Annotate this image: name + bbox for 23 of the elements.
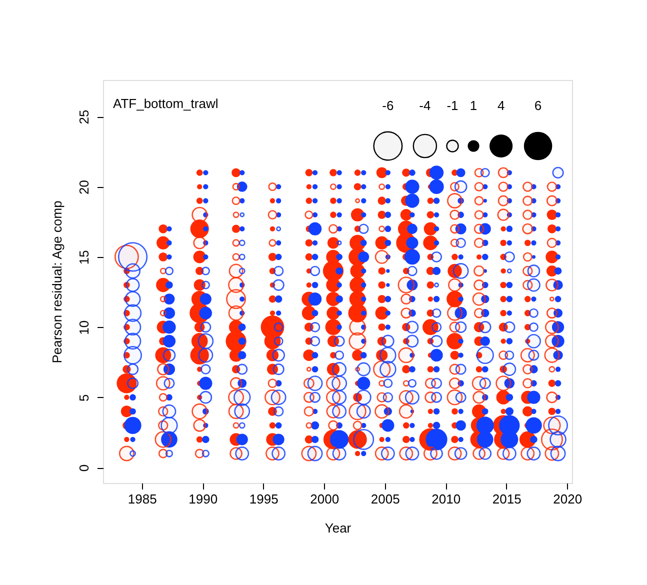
x-tick-label: 1985 [128,492,157,506]
y-tick-label: 15 [76,250,92,265]
legend-label: 6 [534,98,542,113]
x-tick-label: 2010 [432,492,461,506]
x-tick-label: 2000 [310,492,340,506]
y-tick-label: 10 [76,320,92,335]
y-tick-label: 0 [76,464,92,472]
legend-label: -6 [382,98,394,113]
legend-label: 4 [497,98,505,113]
legend-label: -1 [446,98,458,113]
x-tick-label: 2005 [370,492,400,506]
x-tick-label: 1995 [249,492,278,506]
y-tick-label: 25 [76,110,92,124]
y-tick-label: 20 [76,180,92,194]
legend-label: 1 [470,98,478,113]
x-tick-label: 2020 [553,492,582,506]
x-tick-label: 2015 [492,492,522,506]
x-tick-label: 1990 [188,492,218,506]
y-axis-title: Pearson residual: Age comp [50,200,64,364]
y-tick-label: 5 [76,394,92,402]
x-axis-title: Year [324,520,352,536]
text: ATF_bottom_trawl [113,96,218,111]
legend-label: -4 [419,98,431,113]
